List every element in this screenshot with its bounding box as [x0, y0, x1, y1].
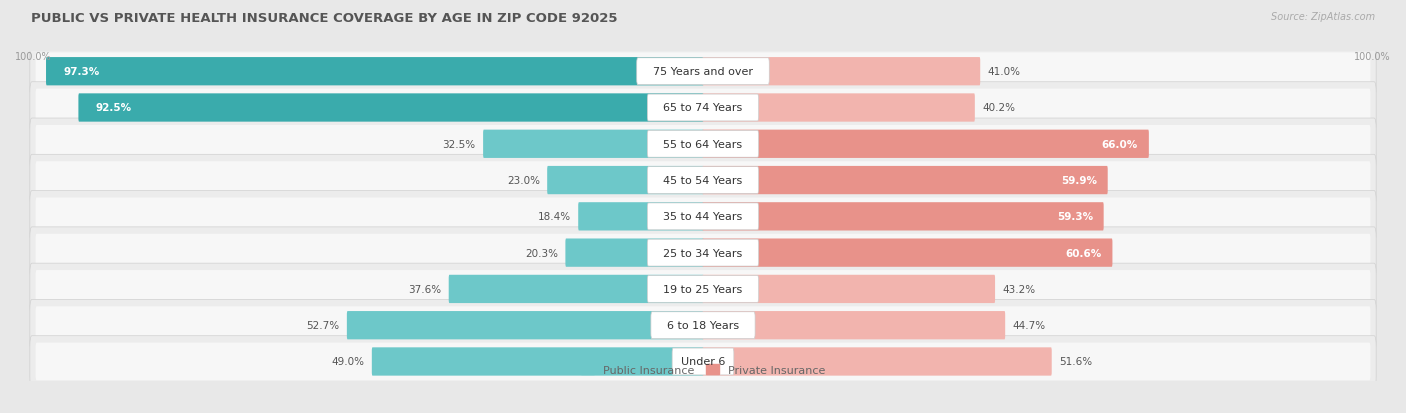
Text: 66.0%: 66.0%: [1102, 140, 1137, 150]
FancyBboxPatch shape: [30, 119, 1376, 170]
FancyBboxPatch shape: [647, 131, 759, 158]
FancyBboxPatch shape: [35, 126, 1371, 163]
FancyBboxPatch shape: [35, 306, 1371, 344]
Text: 55 to 64 Years: 55 to 64 Years: [664, 140, 742, 150]
FancyBboxPatch shape: [30, 300, 1376, 351]
FancyBboxPatch shape: [35, 343, 1371, 380]
FancyBboxPatch shape: [79, 94, 703, 122]
Legend: Public Insurance, Private Insurance: Public Insurance, Private Insurance: [576, 360, 830, 379]
Text: 25 to 34 Years: 25 to 34 Years: [664, 248, 742, 258]
Text: 41.0%: 41.0%: [987, 67, 1021, 77]
FancyBboxPatch shape: [565, 239, 703, 267]
FancyBboxPatch shape: [35, 53, 1371, 91]
FancyBboxPatch shape: [647, 95, 759, 122]
FancyBboxPatch shape: [46, 58, 703, 86]
FancyBboxPatch shape: [647, 204, 759, 230]
Text: 40.2%: 40.2%: [983, 103, 1015, 113]
FancyBboxPatch shape: [35, 198, 1371, 236]
Text: 60.6%: 60.6%: [1066, 248, 1102, 258]
FancyBboxPatch shape: [703, 58, 980, 86]
Text: 97.3%: 97.3%: [63, 67, 100, 77]
Text: 23.0%: 23.0%: [506, 176, 540, 185]
FancyBboxPatch shape: [703, 94, 974, 122]
Text: 52.7%: 52.7%: [307, 320, 339, 330]
FancyBboxPatch shape: [703, 347, 1052, 376]
FancyBboxPatch shape: [651, 312, 755, 339]
FancyBboxPatch shape: [35, 162, 1371, 199]
Text: 18.4%: 18.4%: [537, 212, 571, 222]
Text: 65 to 74 Years: 65 to 74 Years: [664, 103, 742, 113]
FancyBboxPatch shape: [703, 311, 1005, 339]
FancyBboxPatch shape: [647, 276, 759, 303]
FancyBboxPatch shape: [647, 167, 759, 194]
FancyBboxPatch shape: [703, 275, 995, 303]
Text: 51.6%: 51.6%: [1059, 356, 1092, 367]
Text: 59.3%: 59.3%: [1057, 212, 1092, 222]
FancyBboxPatch shape: [647, 240, 759, 266]
Text: 59.9%: 59.9%: [1062, 176, 1097, 185]
Text: 49.0%: 49.0%: [332, 356, 364, 367]
FancyBboxPatch shape: [347, 311, 703, 339]
FancyBboxPatch shape: [35, 90, 1371, 127]
Text: 37.6%: 37.6%: [408, 284, 441, 294]
FancyBboxPatch shape: [30, 46, 1376, 98]
Text: Under 6: Under 6: [681, 356, 725, 367]
Text: Source: ZipAtlas.com: Source: ZipAtlas.com: [1271, 12, 1375, 22]
FancyBboxPatch shape: [30, 336, 1376, 387]
Text: 44.7%: 44.7%: [1012, 320, 1046, 330]
Text: 19 to 25 Years: 19 to 25 Years: [664, 284, 742, 294]
FancyBboxPatch shape: [35, 234, 1371, 272]
FancyBboxPatch shape: [637, 59, 769, 85]
Text: 100.0%: 100.0%: [1354, 52, 1391, 62]
FancyBboxPatch shape: [703, 239, 1112, 267]
FancyBboxPatch shape: [35, 271, 1371, 308]
FancyBboxPatch shape: [30, 227, 1376, 279]
Text: 32.5%: 32.5%: [443, 140, 475, 150]
Text: 43.2%: 43.2%: [1002, 284, 1036, 294]
FancyBboxPatch shape: [547, 166, 703, 195]
FancyBboxPatch shape: [30, 263, 1376, 315]
FancyBboxPatch shape: [30, 155, 1376, 206]
FancyBboxPatch shape: [703, 203, 1104, 231]
FancyBboxPatch shape: [703, 166, 1108, 195]
Text: 20.3%: 20.3%: [524, 248, 558, 258]
FancyBboxPatch shape: [484, 131, 703, 159]
FancyBboxPatch shape: [672, 348, 734, 375]
Text: PUBLIC VS PRIVATE HEALTH INSURANCE COVERAGE BY AGE IN ZIP CODE 92025: PUBLIC VS PRIVATE HEALTH INSURANCE COVER…: [31, 12, 617, 25]
FancyBboxPatch shape: [30, 191, 1376, 242]
FancyBboxPatch shape: [449, 275, 703, 303]
FancyBboxPatch shape: [703, 131, 1149, 159]
Text: 92.5%: 92.5%: [96, 103, 132, 113]
FancyBboxPatch shape: [30, 83, 1376, 134]
Text: 35 to 44 Years: 35 to 44 Years: [664, 212, 742, 222]
Text: 100.0%: 100.0%: [15, 52, 52, 62]
FancyBboxPatch shape: [578, 203, 703, 231]
FancyBboxPatch shape: [371, 347, 703, 376]
Text: 75 Years and over: 75 Years and over: [652, 67, 754, 77]
Text: 45 to 54 Years: 45 to 54 Years: [664, 176, 742, 185]
Text: 6 to 18 Years: 6 to 18 Years: [666, 320, 740, 330]
